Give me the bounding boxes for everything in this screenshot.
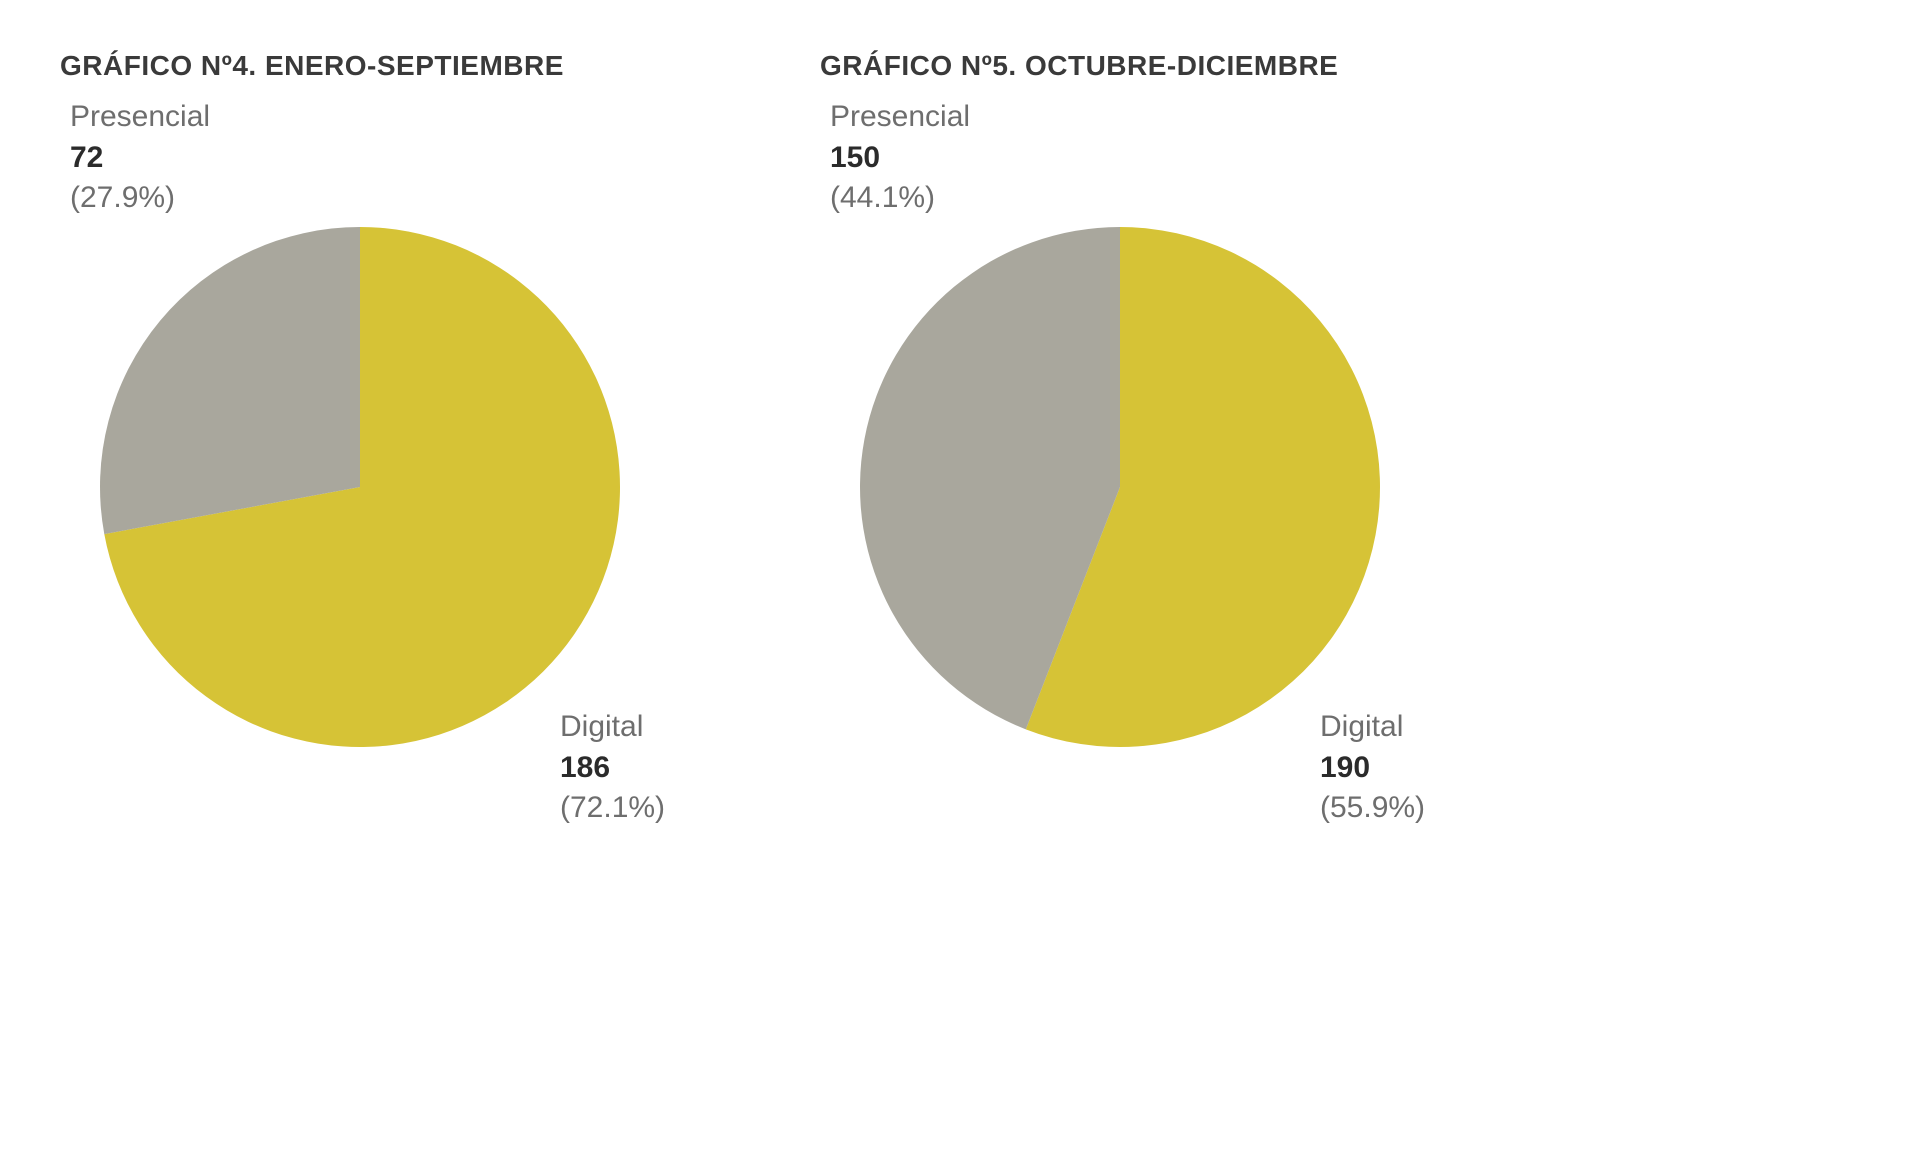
chart-body: Presencial 72 (27.9%) Digital 186 (72.1%… <box>60 127 700 847</box>
chart-panel-5: GRÁFICO Nº5. OCTUBRE-DICIEMBRE Presencia… <box>820 50 1460 847</box>
slice-pct: (55.9%) <box>1320 788 1425 829</box>
slice-value: 190 <box>1320 748 1425 789</box>
data-label-presencial: Presencial 72 (27.9%) <box>70 97 210 219</box>
slice-name: Presencial <box>70 97 210 138</box>
slice-name: Digital <box>560 707 665 748</box>
chart-title: GRÁFICO Nº4. ENERO-SEPTIEMBRE <box>60 50 700 82</box>
slice-name: Digital <box>1320 707 1425 748</box>
data-label-presencial: Presencial 150 (44.1%) <box>830 97 970 219</box>
chart-panel-4: GRÁFICO Nº4. ENERO-SEPTIEMBRE Presencial… <box>60 50 700 847</box>
chart-body: Presencial 150 (44.1%) Digital 190 (55.9… <box>820 127 1460 847</box>
slice-pct: (27.9%) <box>70 178 210 219</box>
slice-value: 186 <box>560 748 665 789</box>
slice-pct: (72.1%) <box>560 788 665 829</box>
chart-title: GRÁFICO Nº5. OCTUBRE-DICIEMBRE <box>820 50 1460 82</box>
data-label-digital: Digital 190 (55.9%) <box>1320 707 1425 829</box>
pie-slice-presencial <box>100 227 360 534</box>
data-label-digital: Digital 186 (72.1%) <box>560 707 665 829</box>
charts-container: GRÁFICO Nº4. ENERO-SEPTIEMBRE Presencial… <box>60 50 1860 847</box>
slice-value: 150 <box>830 138 970 179</box>
slice-pct: (44.1%) <box>830 178 970 219</box>
slice-value: 72 <box>70 138 210 179</box>
slice-name: Presencial <box>830 97 970 138</box>
